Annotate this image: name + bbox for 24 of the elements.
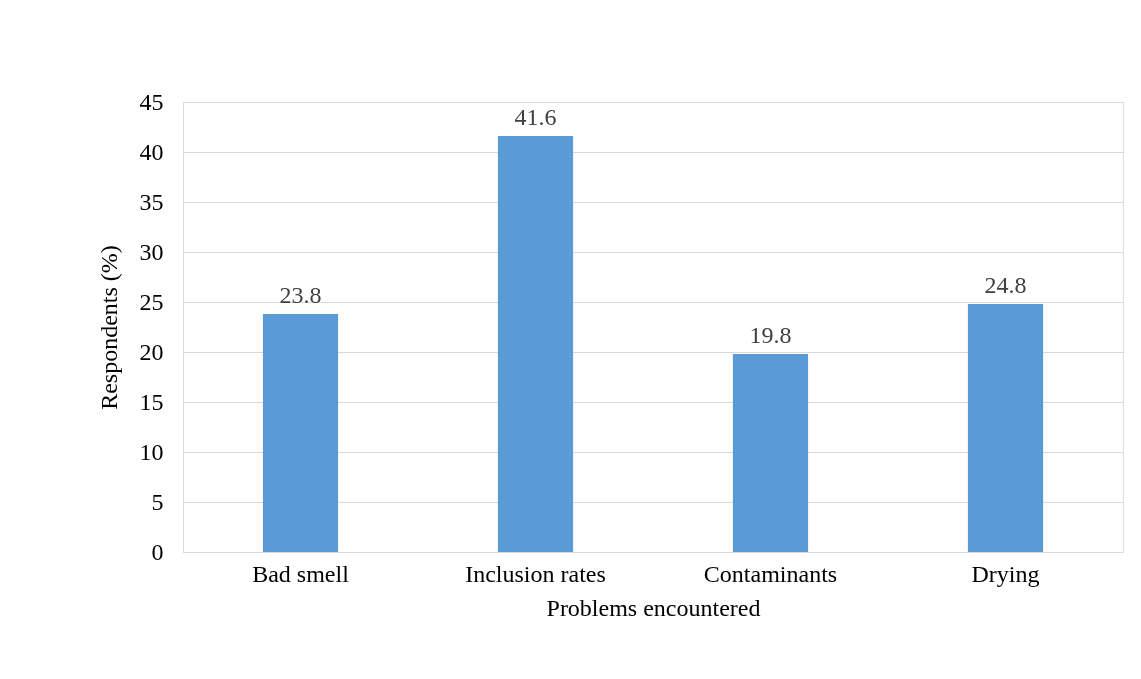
data-label: 24.8 (984, 272, 1027, 298)
y-tick-label: 25 (139, 288, 164, 315)
bar (497, 136, 574, 552)
y-axis-title: Respondents (%) (95, 245, 122, 410)
data-label: 41.6 (514, 104, 557, 130)
y-tick-label: 30 (139, 238, 164, 265)
y-tick-label: 35 (139, 188, 164, 215)
x-tick-label: Contaminants (703, 560, 838, 587)
x-tick-label: Drying (971, 560, 1040, 587)
y-tick-label: 10 (139, 438, 164, 465)
y-tick-label: 40 (139, 138, 164, 165)
y-tick-label: 0 (151, 538, 164, 565)
data-label: 19.8 (749, 322, 792, 348)
bar (262, 314, 339, 552)
y-tick-label: 20 (139, 338, 164, 365)
x-tick-label: Bad smell (252, 560, 350, 587)
x-tick-label: Inclusion rates (465, 560, 606, 587)
x-axis-title: Problems encountered (546, 594, 761, 621)
y-tick-label: 5 (151, 488, 164, 515)
bar (967, 304, 1044, 552)
bar (732, 354, 809, 552)
y-tick-label: 15 (139, 388, 164, 415)
y-tick-label: 45 (139, 88, 164, 115)
data-label: 23.8 (279, 282, 322, 308)
